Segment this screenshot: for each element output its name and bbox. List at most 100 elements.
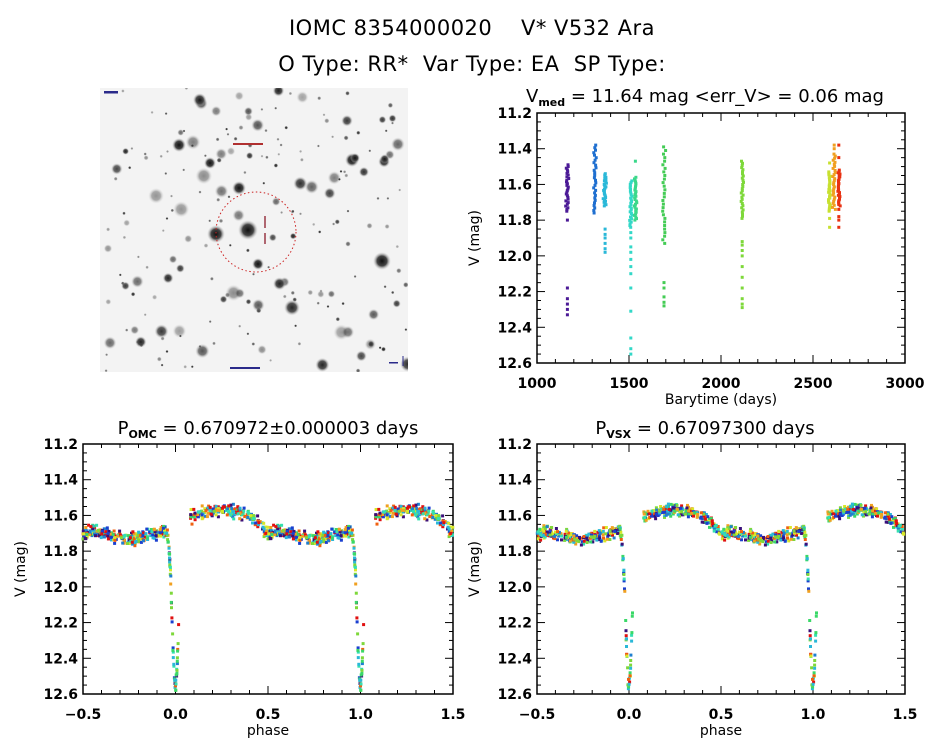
data-point bbox=[149, 528, 153, 531]
data-point bbox=[740, 189, 744, 193]
data-point bbox=[582, 539, 586, 543]
data-point bbox=[593, 158, 597, 162]
data-point bbox=[630, 633, 634, 637]
data-point bbox=[623, 587, 626, 591]
data-point bbox=[145, 527, 149, 531]
star bbox=[384, 223, 390, 230]
data-point bbox=[888, 513, 892, 516]
data-point bbox=[257, 521, 261, 525]
data-point bbox=[833, 169, 837, 172]
data-point bbox=[389, 509, 393, 513]
data-point bbox=[795, 533, 798, 537]
data-point bbox=[612, 536, 616, 540]
star bbox=[232, 209, 245, 222]
data-point bbox=[447, 527, 451, 531]
data-point bbox=[634, 202, 637, 206]
star bbox=[383, 285, 387, 289]
data-point bbox=[740, 538, 743, 542]
data-point bbox=[200, 513, 204, 517]
star bbox=[271, 197, 281, 206]
data-point bbox=[323, 533, 327, 537]
data-point bbox=[675, 503, 679, 507]
data-point bbox=[812, 680, 816, 684]
data-point bbox=[238, 517, 242, 521]
data-point bbox=[212, 509, 216, 513]
data-point bbox=[604, 532, 607, 536]
data-point bbox=[593, 196, 597, 200]
data-point bbox=[607, 531, 611, 535]
data-point bbox=[702, 514, 706, 518]
star bbox=[367, 340, 375, 348]
data-point bbox=[791, 531, 795, 535]
y-tick-label: 12.4 bbox=[497, 651, 532, 667]
data-point bbox=[340, 531, 344, 535]
data-point bbox=[553, 530, 557, 534]
data-point bbox=[807, 589, 811, 593]
data-point bbox=[238, 506, 242, 510]
title-prefix: V bbox=[526, 86, 539, 107]
data-point bbox=[711, 525, 715, 529]
title-sub: OMC bbox=[128, 428, 157, 441]
data-point bbox=[123, 533, 127, 537]
data-point bbox=[794, 526, 798, 530]
data-point bbox=[357, 662, 361, 666]
data-point bbox=[451, 533, 454, 537]
star bbox=[299, 157, 304, 162]
data-point bbox=[792, 538, 796, 541]
data-point bbox=[663, 174, 667, 177]
data-point bbox=[268, 537, 272, 541]
data-point bbox=[611, 533, 614, 537]
data-point bbox=[573, 537, 577, 541]
star bbox=[317, 290, 325, 298]
data-point bbox=[557, 530, 561, 534]
data-point bbox=[661, 213, 665, 217]
data-point bbox=[240, 510, 244, 514]
data-point bbox=[162, 535, 166, 539]
bright-star bbox=[350, 153, 360, 163]
data-point bbox=[630, 631, 634, 635]
data-point bbox=[847, 515, 850, 519]
data-point bbox=[346, 526, 350, 530]
star bbox=[257, 344, 267, 355]
data-point bbox=[317, 537, 321, 541]
data-point bbox=[175, 659, 179, 663]
data-point bbox=[425, 510, 429, 514]
data-point bbox=[813, 653, 817, 657]
data-point bbox=[644, 512, 648, 516]
data-point bbox=[812, 671, 816, 675]
bright-star bbox=[232, 181, 246, 195]
data-point bbox=[628, 205, 632, 209]
data-point bbox=[634, 209, 638, 213]
star bbox=[212, 341, 216, 346]
star bbox=[334, 219, 340, 225]
star bbox=[265, 155, 269, 160]
data-point bbox=[633, 205, 637, 209]
data-point bbox=[628, 186, 632, 190]
data-point bbox=[604, 203, 608, 207]
star bbox=[227, 195, 231, 199]
data-point bbox=[700, 520, 704, 524]
data-point bbox=[663, 188, 667, 192]
data-point bbox=[749, 527, 753, 531]
data-point bbox=[354, 582, 358, 586]
data-point bbox=[566, 163, 570, 167]
data-point bbox=[662, 286, 666, 290]
data-point bbox=[343, 530, 347, 534]
data-point bbox=[171, 648, 175, 652]
data-point bbox=[441, 525, 445, 529]
data-point bbox=[857, 509, 861, 513]
data-point bbox=[749, 538, 753, 542]
data-point bbox=[567, 531, 571, 535]
star bbox=[226, 132, 230, 136]
data-point bbox=[740, 163, 744, 167]
data-point bbox=[412, 509, 416, 513]
star bbox=[185, 134, 201, 150]
data-point bbox=[671, 506, 675, 510]
data-point bbox=[395, 514, 399, 518]
data-point bbox=[884, 520, 888, 524]
data-point bbox=[589, 540, 593, 544]
data-point bbox=[347, 524, 351, 528]
data-point bbox=[769, 541, 773, 544]
data-point bbox=[633, 177, 636, 181]
data-point bbox=[225, 513, 229, 517]
